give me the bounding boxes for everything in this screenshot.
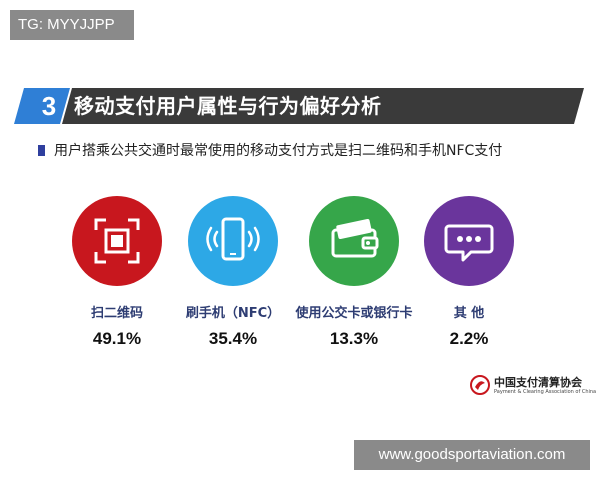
chat-bubble-icon xyxy=(424,196,514,286)
title-bar-shape xyxy=(14,88,584,124)
wallet-card-icon xyxy=(309,196,399,286)
subtitle-bullet xyxy=(38,145,45,156)
qr-scan-icon xyxy=(72,196,162,286)
category-label: 其 他 xyxy=(453,306,485,321)
nfc-phone-icon xyxy=(188,196,278,286)
value-label: 49.1% xyxy=(92,329,142,348)
association-name-en: Payment & Clearing Association of China xyxy=(494,389,597,395)
association-name-cn: 中国支付清算协会 xyxy=(494,376,582,389)
category-label: 扫二维码 xyxy=(90,306,143,321)
watermark: www.goodsportaviation.com xyxy=(354,440,590,470)
section-title: 移动支付用户属性与行为偏好分析 xyxy=(74,94,382,118)
value-label: 2.2% xyxy=(449,329,489,348)
association-logo: 中国支付清算协会 Payment & Clearing Association … xyxy=(470,374,596,398)
category-label: 刷手机（NFC） xyxy=(185,306,281,321)
value-label: 13.3% xyxy=(329,329,379,348)
section-number: 3 xyxy=(41,91,57,121)
subtitle-text: 用户搭乘公共交通时最常使用的移动支付方式是扫二维码和手机NFC支付 xyxy=(54,143,503,159)
association-mark-icon xyxy=(470,375,490,395)
category-label: 使用公交卡或银行卡 xyxy=(295,306,413,321)
tg-tag: TG: MYYJJPP xyxy=(10,10,134,40)
value-label: 35.4% xyxy=(208,329,258,348)
section-title-bar: 3 移动支付用户属性与行为偏好分析 xyxy=(14,88,584,124)
